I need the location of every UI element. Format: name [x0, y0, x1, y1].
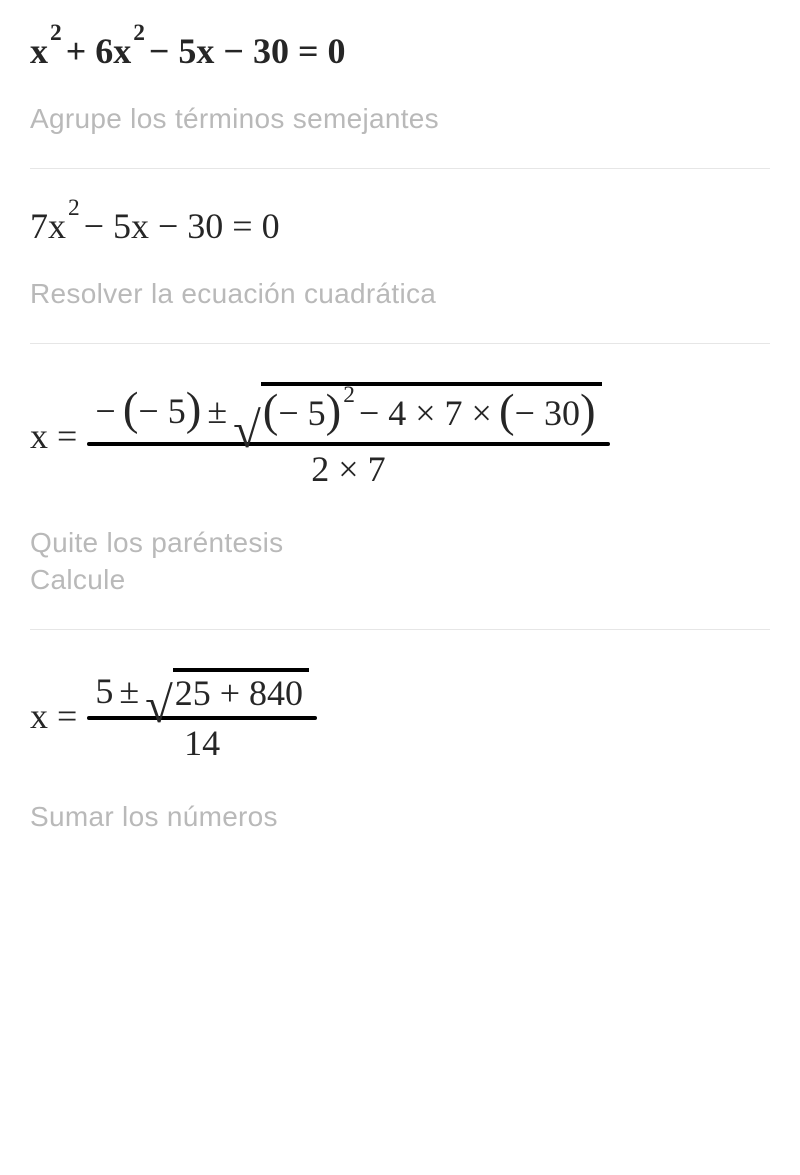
eq3-b2: − 5 [278, 392, 325, 434]
eq3-denominator: 2 × 7 [303, 446, 393, 492]
eq4-radicand: 25 + 840 [173, 668, 309, 714]
equation-2: 7x2 − 5x − 30 = 0 [30, 205, 770, 247]
paren-open: ( [123, 382, 139, 436]
divider-2 [30, 343, 770, 344]
equation-4: x = 5 ± √ 25 + 840 14 [30, 666, 770, 766]
eq3-4ac: − 4 × 7 × [359, 392, 492, 434]
paren-close-3: ) [580, 384, 596, 438]
eq3-b: − 5 [138, 390, 185, 432]
eq4-numerator: 5 ± √ 25 + 840 [87, 666, 317, 716]
divider-3 [30, 629, 770, 630]
eq4-denominator: 14 [176, 720, 228, 766]
instruction-3-line-1: Quite los paréntesis [30, 524, 770, 562]
instruction-1: Agrupe los términos semejantes [30, 100, 770, 138]
step-2: 7x2 − 5x − 30 = 0 Resolver la ecuación c… [30, 205, 770, 344]
eq4-lhs: x = [30, 695, 77, 737]
eq3-fraction: − ( − 5 ) ± √ ( − 5 ) 2 − 4 × 7 × ( [87, 380, 609, 492]
plus-minus: ± [201, 390, 233, 432]
eq3-numerator: − ( − 5 ) ± √ ( − 5 ) 2 − 4 × 7 × ( [87, 380, 609, 442]
instruction-3-line-2: Calcule [30, 561, 770, 599]
paren-open-3: ( [499, 384, 515, 438]
step-1: x2 + 6x2 − 5x − 30 = 0 Agrupe los términ… [30, 30, 770, 169]
eq4-five: 5 [95, 670, 113, 712]
instruction-3: Quite los paréntesis Calcule [30, 524, 770, 600]
step-4: x = 5 ± √ 25 + 840 14 Sumar los números [30, 666, 770, 836]
instruction-4: Sumar los números [30, 798, 770, 836]
instruction-2: Resolver la ecuación cuadrática [30, 275, 770, 313]
eq4-fraction: 5 ± √ 25 + 840 14 [87, 666, 317, 766]
eq3-neg: − [95, 390, 115, 432]
eq4-sqrt: √ 25 + 840 [145, 668, 309, 714]
divider-1 [30, 168, 770, 169]
equation-3: x = − ( − 5 ) ± √ ( − 5 ) 2 − 4 × 7 × [30, 380, 770, 492]
equation-1: x2 + 6x2 − 5x − 30 = 0 [30, 30, 770, 72]
eq3-exp: 2 [343, 382, 355, 409]
paren-open-2: ( [263, 384, 279, 438]
paren-close: ) [186, 382, 202, 436]
plus-minus-2: ± [113, 670, 145, 712]
eq3-sqrt: √ ( − 5 ) 2 − 4 × 7 × ( − 30 ) [233, 382, 601, 440]
eq3-c: − 30 [515, 392, 580, 434]
radical-icon: √ [233, 418, 261, 443]
step-3: x = − ( − 5 ) ± √ ( − 5 ) 2 − 4 × 7 × [30, 380, 770, 631]
paren-close-2: ) [326, 384, 342, 438]
radical-icon-2: √ [145, 693, 173, 718]
eq3-radicand: ( − 5 ) 2 − 4 × 7 × ( − 30 ) [261, 382, 602, 440]
eq3-lhs: x = [30, 415, 77, 457]
